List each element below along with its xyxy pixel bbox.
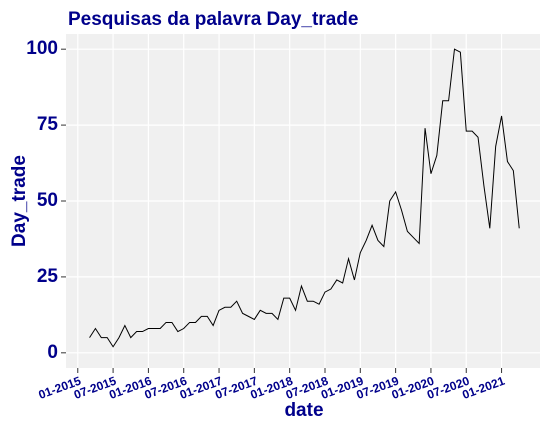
y-tick-label: 100 xyxy=(26,38,58,59)
y-tick-label: 0 xyxy=(47,342,58,363)
chart-title: Pesquisas da palavra Day_trade xyxy=(68,9,358,30)
line xyxy=(89,48,520,348)
y-tick-label: 25 xyxy=(37,266,59,287)
y-tick-label: 75 xyxy=(37,114,59,135)
y-tick-label: 50 xyxy=(37,190,58,211)
y-axis-title: Day_trade xyxy=(9,155,30,247)
x-axis-title: date xyxy=(284,400,323,421)
